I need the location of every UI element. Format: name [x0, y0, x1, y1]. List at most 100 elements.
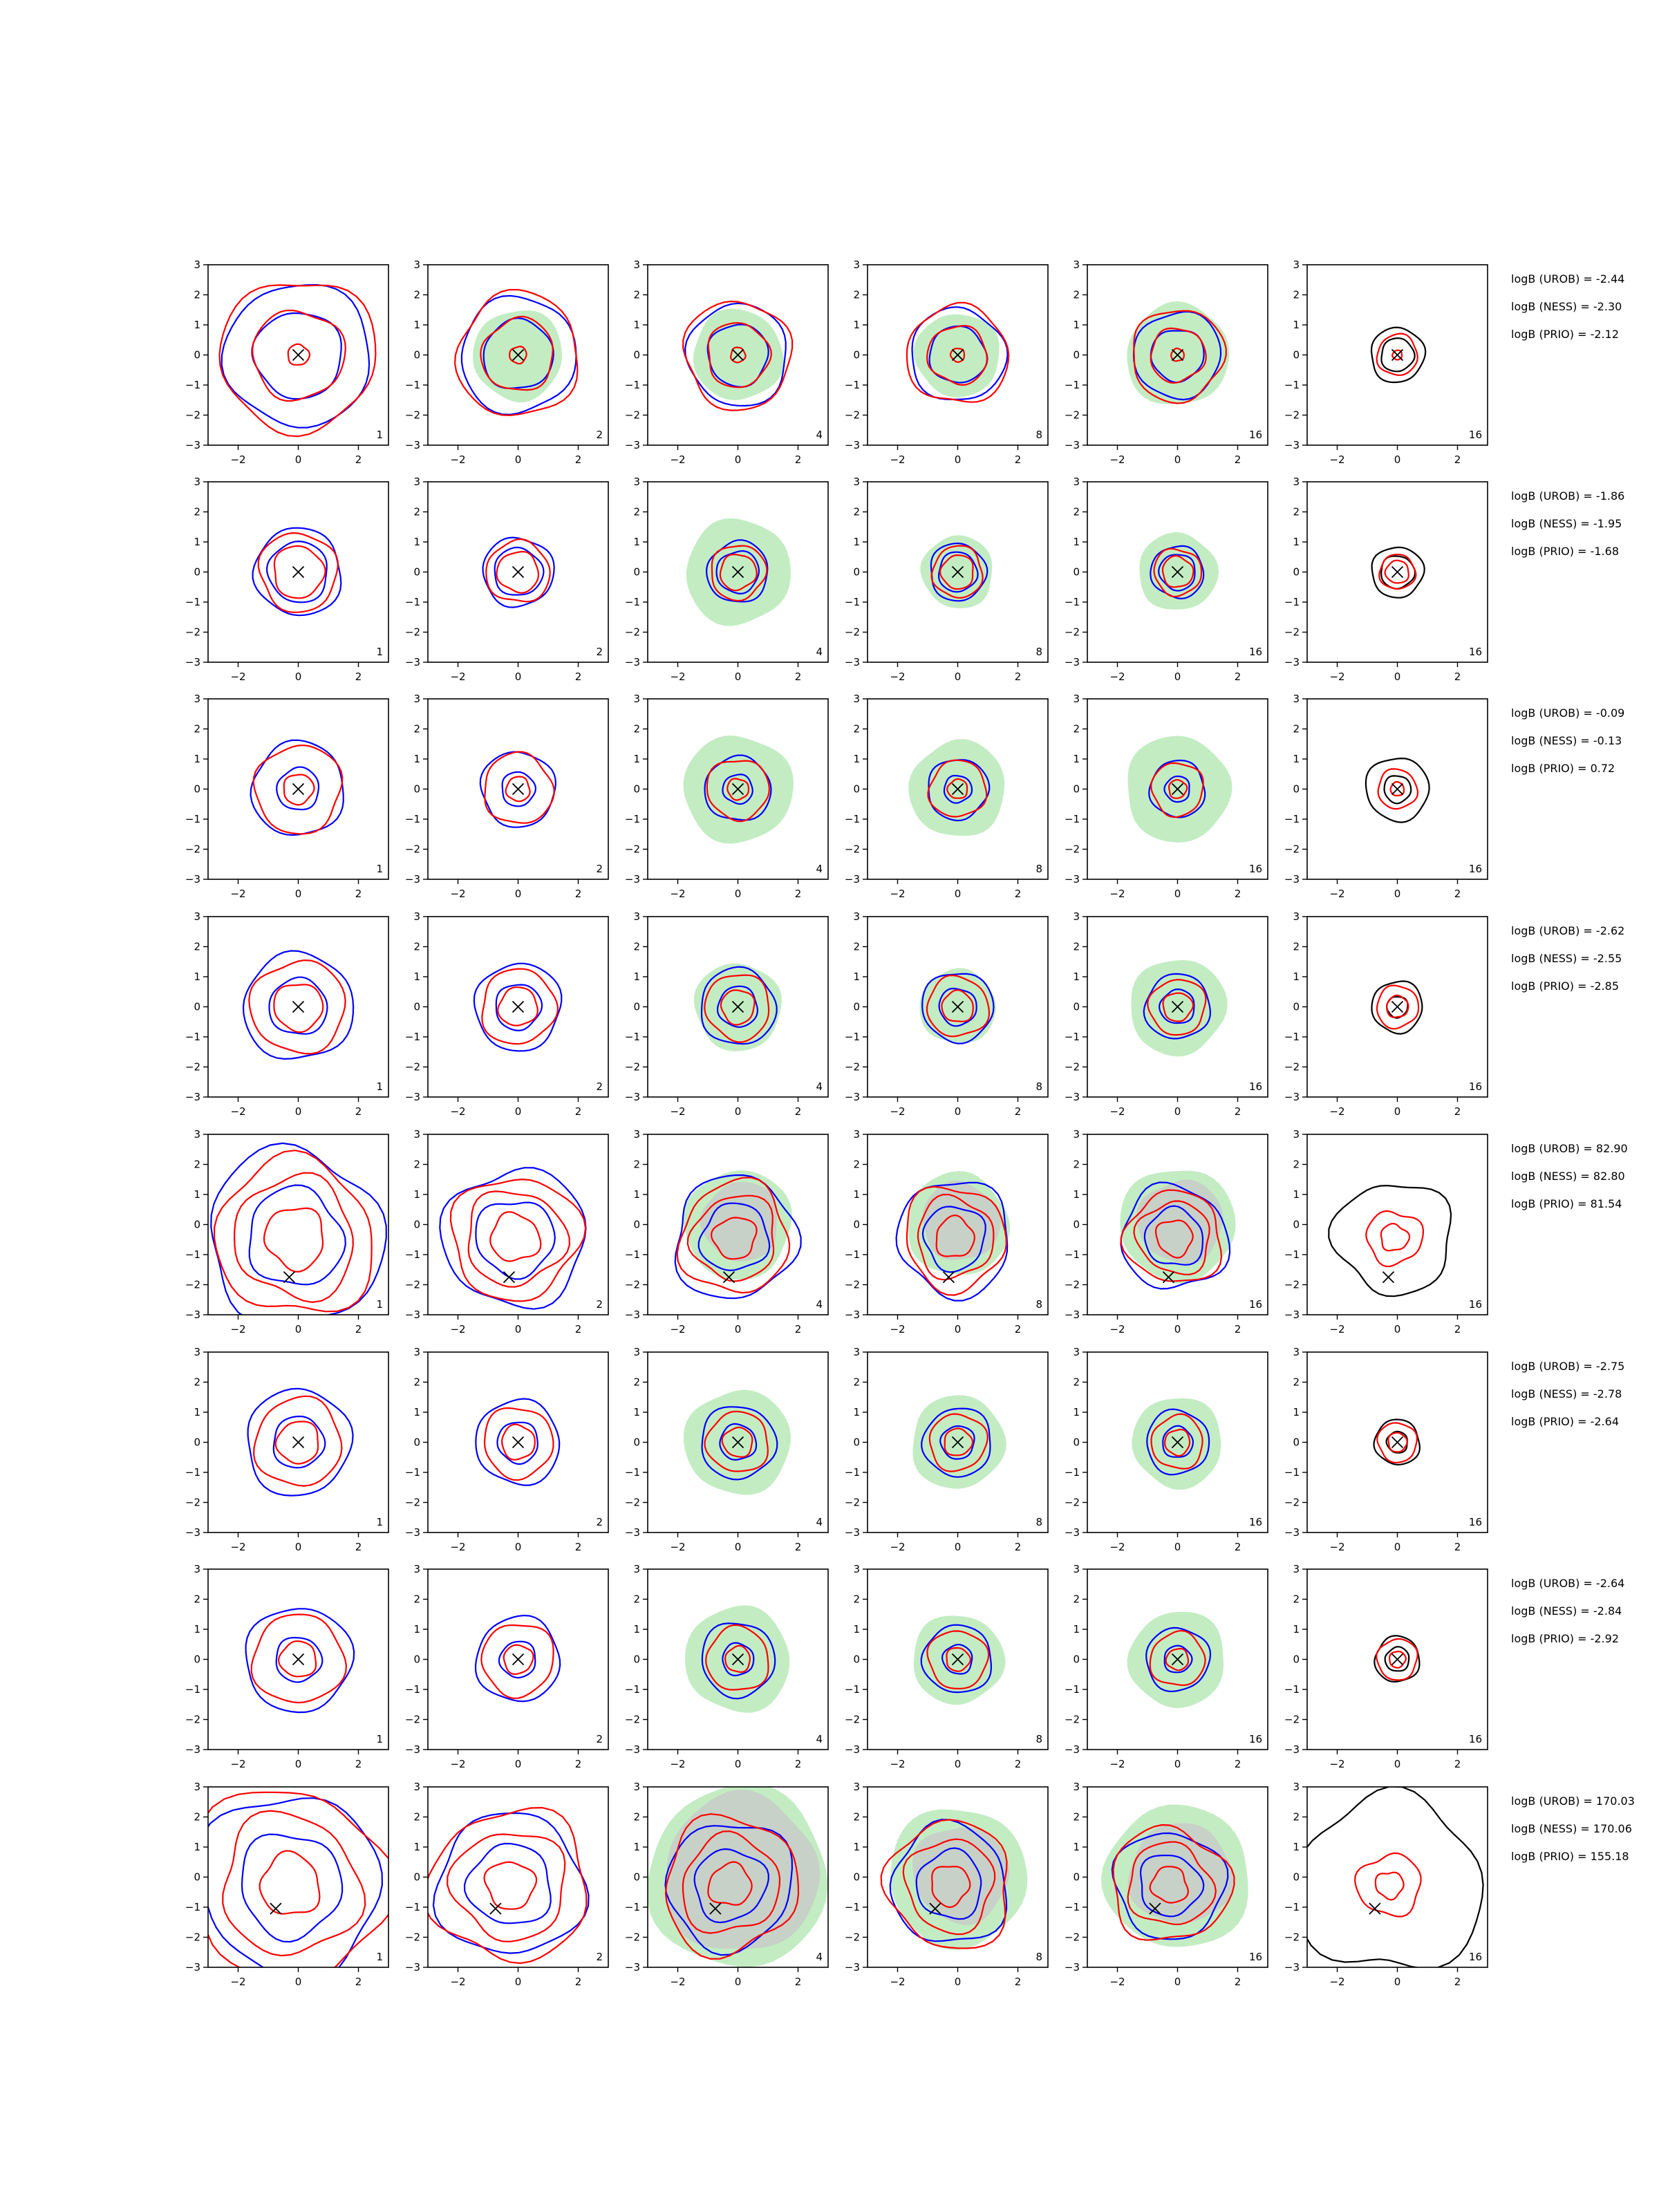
y-tick-label: −3 [1065, 873, 1080, 885]
y-tick-label: 0 [413, 1653, 420, 1666]
contour-red [480, 1624, 554, 1699]
y-tick-label: 1 [1293, 1841, 1300, 1853]
y-tick-label: −1 [1284, 813, 1300, 825]
logb-annotation: logB (UROB) = -2.44 [1511, 272, 1624, 285]
x-tick-label: 2 [1454, 1541, 1461, 1553]
panel-number-label: 2 [596, 1516, 603, 1528]
true-value-marker [1391, 348, 1404, 362]
contour-black [1380, 555, 1416, 590]
y-tick-label: −1 [185, 1248, 200, 1261]
x-tick-label: 2 [1454, 1323, 1461, 1335]
y-tick-label: 1 [413, 319, 420, 331]
y-tick-label: −1 [1284, 596, 1300, 608]
true-value-marker [1391, 1653, 1404, 1666]
y-tick-label: 2 [413, 1593, 420, 1606]
x-tick-label: 2 [1235, 1976, 1241, 1988]
contour-red [248, 959, 346, 1055]
contour-blue [1158, 554, 1196, 592]
y-tick-label: 2 [194, 941, 200, 953]
true-value-marker [503, 1271, 516, 1284]
y-tick-label: 2 [1073, 723, 1080, 735]
y-tick-label: 1 [413, 753, 420, 765]
true-value-marker [951, 1000, 964, 1013]
x-tick-label: 2 [355, 1541, 362, 1553]
subplot-r2-c4: 3 2 1 0 −1 −2 −3 −2 0 2 8 [845, 476, 1049, 683]
y-tick-label: −1 [845, 1466, 860, 1479]
y-tick-label: 1 [853, 971, 860, 983]
contour-red [508, 346, 527, 365]
x-tick-label: −2 [230, 671, 245, 683]
subplot-r8-c1: 3 2 1 0 −1 −2 −3 −2 0 2 1 [185, 1781, 389, 1988]
true-value-marker [942, 1271, 955, 1284]
contour-red [1153, 547, 1203, 598]
y-tick-label: 1 [1293, 753, 1300, 765]
y-tick-label: −3 [405, 1961, 420, 1974]
y-tick-label: 3 [1073, 1781, 1080, 1793]
x-tick-label: 2 [575, 671, 582, 683]
x-tick-label: 2 [1015, 1323, 1022, 1335]
x-tick-label: 2 [1015, 1105, 1022, 1118]
y-tick-label: 3 [633, 1563, 640, 1575]
x-tick-label: −2 [890, 1541, 905, 1553]
contour-blue [928, 325, 988, 384]
y-tick-label: 1 [633, 1841, 640, 1853]
subplot-r1-c6: 3 2 1 0 −1 −2 −3 −2 0 2 16 [1284, 259, 1488, 466]
subplot-r7-c1: 3 2 1 0 −1 −2 −3 −2 0 2 1 [185, 1563, 389, 1770]
y-tick-label: 3 [413, 910, 420, 923]
y-tick-label: 0 [194, 1001, 200, 1013]
y-tick-label: −3 [1065, 1091, 1080, 1103]
contour-blue [494, 546, 545, 596]
panel-number-label: 4 [816, 429, 823, 441]
panel-number-label: 2 [596, 1733, 603, 1745]
subplot-r8-c2: 3 2 1 0 −1 −2 −3 −2 0 2 2 [405, 1781, 609, 1988]
contour-red [1112, 1824, 1235, 1941]
contour-blue [722, 774, 753, 805]
x-tick-label: −2 [230, 888, 245, 900]
true-value-marker [512, 782, 525, 796]
contour-blue [941, 1644, 973, 1675]
y-tick-label: 0 [633, 349, 640, 362]
y-tick-label: 0 [853, 349, 860, 362]
contour-red [704, 1410, 769, 1472]
contour-blue [475, 1201, 556, 1280]
subplot-r6-c4: 3 2 1 0 −1 −2 −3 −2 0 2 8 [845, 1346, 1049, 1553]
y-tick-label: −2 [845, 626, 860, 639]
true-value-marker [1391, 1436, 1404, 1449]
y-tick-label: −1 [1065, 596, 1080, 608]
y-tick-label: −3 [185, 1743, 200, 1756]
y-tick-label: 1 [194, 971, 200, 983]
contour-red [721, 1426, 753, 1458]
x-tick-label: −2 [890, 888, 905, 900]
true-value-marker [1171, 1653, 1184, 1666]
x-tick-label: 2 [355, 671, 362, 683]
contour-red [682, 300, 794, 411]
subplot-r3-c4: 3 2 1 0 −1 −2 −3 −2 0 2 8 [845, 693, 1049, 900]
x-tick-label: 0 [1174, 1758, 1181, 1770]
y-tick-label: −1 [845, 1248, 860, 1261]
subplot-r1-c1: 3 2 1 0 −1 −2 −3 −2 0 2 1 [185, 259, 389, 466]
y-tick-label: 3 [413, 1563, 420, 1575]
y-tick-label: −3 [185, 873, 200, 885]
contour-black [1371, 980, 1423, 1035]
contour-black [1370, 326, 1427, 384]
panel-number-label: 16 [1469, 1951, 1482, 1963]
x-tick-label: 0 [515, 1976, 522, 1988]
x-tick-label: −2 [230, 1105, 245, 1118]
panel-number-label: 1 [376, 1733, 383, 1745]
panel-number-label: 8 [1035, 1951, 1042, 1963]
y-tick-label: −2 [1065, 409, 1080, 422]
y-tick-label: 2 [1073, 1159, 1080, 1171]
x-tick-label: 0 [515, 1323, 522, 1335]
panel-number-label: 4 [816, 1733, 823, 1745]
contour-red [1376, 332, 1418, 376]
panel-number-label: 16 [1469, 1298, 1482, 1311]
y-tick-label: −3 [1284, 439, 1300, 451]
contour-black [1307, 1787, 1484, 1967]
y-tick-label: −3 [625, 1961, 640, 1974]
y-tick-label: −2 [405, 843, 420, 856]
subplot-r5-c2: 3 2 1 0 −1 −2 −3 −2 0 2 2 [405, 1128, 609, 1335]
contour-red [710, 1217, 758, 1260]
contour-red [724, 1644, 751, 1674]
contour-black [1371, 546, 1425, 599]
x-tick-label: 2 [575, 888, 582, 900]
